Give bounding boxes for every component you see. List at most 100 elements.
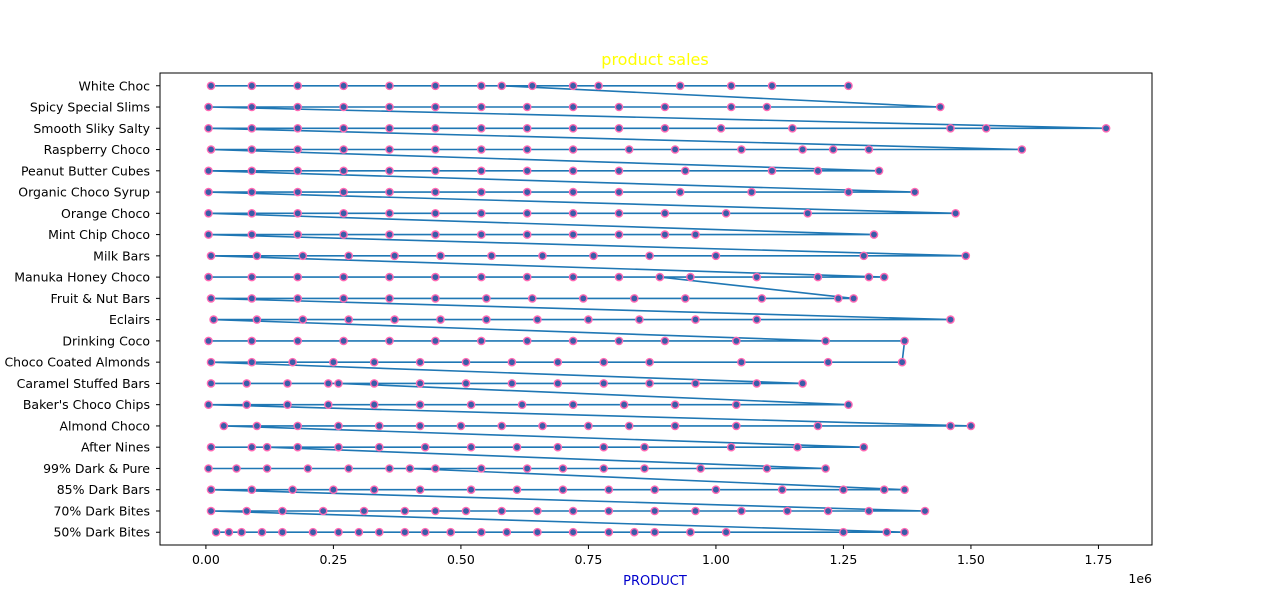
- data-point: [242, 400, 251, 410]
- data-point: [385, 272, 394, 282]
- data-point: [476, 230, 486, 239]
- data-point: [1017, 145, 1027, 154]
- data-point: [359, 506, 369, 516]
- data-point: [522, 230, 532, 239]
- data-point: [385, 208, 394, 218]
- data-point: [936, 102, 945, 112]
- data-point: [415, 379, 425, 388]
- data-point: [624, 421, 634, 431]
- y-tick-label: Fruit & Nut Bars: [51, 291, 150, 306]
- data-point: [436, 315, 445, 324]
- data-point: [374, 527, 384, 537]
- data-point: [721, 208, 731, 218]
- data-point: [318, 506, 328, 516]
- data-point: [568, 230, 578, 239]
- x-axis-label: PRODUCT: [623, 574, 687, 589]
- data-point: [599, 464, 609, 473]
- data-point: [823, 506, 833, 516]
- plot-area: [204, 81, 1111, 537]
- x-tick-label: 0.25: [319, 552, 347, 567]
- data-point: [476, 336, 486, 346]
- data-point: [204, 166, 213, 176]
- data-point: [660, 208, 670, 218]
- data-point: [900, 527, 909, 537]
- data-point: [946, 124, 955, 133]
- data-point: [823, 357, 833, 367]
- data-point: [691, 506, 700, 516]
- data-point: [711, 251, 721, 261]
- x-tick-label: 0.75: [574, 552, 602, 567]
- data-point: [614, 166, 624, 176]
- data-point: [645, 379, 654, 388]
- x-tick-label: 0.50: [447, 552, 475, 567]
- data-point: [293, 145, 303, 154]
- data-point: [339, 230, 348, 239]
- data-point: [752, 272, 762, 282]
- data-point: [834, 294, 843, 303]
- data-point: [288, 485, 297, 495]
- data-point: [686, 272, 695, 282]
- data-point: [533, 527, 542, 537]
- data-point: [252, 315, 262, 324]
- data-point: [420, 527, 430, 537]
- data-point: [420, 442, 430, 452]
- data-point: [675, 187, 685, 197]
- data-point: [369, 485, 379, 495]
- data-point: [339, 336, 348, 346]
- data-point: [431, 81, 440, 91]
- y-tick-label: 85% Dark Bars: [57, 482, 150, 497]
- x-tick-label: 1.50: [957, 552, 985, 567]
- data-point: [278, 506, 287, 516]
- data-point: [206, 357, 216, 367]
- data-point: [721, 527, 731, 537]
- data-point: [369, 357, 379, 367]
- data-point: [303, 464, 313, 473]
- data-point: [206, 442, 216, 452]
- data-point: [788, 124, 797, 133]
- data-point: [568, 400, 578, 410]
- data-point: [859, 442, 869, 452]
- data-point: [339, 124, 348, 133]
- x-tick-label: 1.25: [830, 552, 858, 567]
- data-point: [522, 272, 532, 282]
- data-point: [247, 230, 257, 239]
- data-point: [247, 145, 257, 154]
- data-point: [293, 442, 303, 452]
- data-point: [431, 187, 440, 197]
- plot-frame: [159, 72, 1153, 546]
- data-point: [204, 230, 213, 239]
- data-point: [522, 336, 532, 346]
- data-point: [204, 208, 213, 218]
- data-point: [553, 442, 563, 452]
- data-point: [650, 485, 660, 495]
- data-point: [247, 357, 257, 367]
- data-point: [732, 421, 741, 431]
- data-point: [476, 187, 486, 197]
- data-point: [670, 400, 680, 410]
- data-point: [431, 208, 440, 218]
- data-point: [247, 187, 257, 197]
- data-point: [232, 464, 241, 473]
- y-tick-label: Mint Chip Choco: [48, 227, 150, 242]
- data-point: [528, 294, 537, 303]
- data-point: [204, 187, 213, 197]
- y-tick-label: 70% Dark Bites: [53, 503, 150, 518]
- data-point: [813, 421, 823, 431]
- data-point: [821, 464, 830, 473]
- data-point: [390, 315, 399, 324]
- data-point: [308, 527, 318, 537]
- data-point: [344, 464, 354, 473]
- data-point: [385, 145, 394, 154]
- data-point: [614, 102, 624, 112]
- data-point: [660, 230, 670, 239]
- data-point: [726, 442, 736, 452]
- x-tick-label: 1.75: [1085, 552, 1113, 567]
- data-point: [247, 81, 257, 91]
- data-point: [461, 379, 471, 388]
- data-point: [476, 527, 486, 537]
- data-point: [670, 145, 680, 154]
- data-point: [538, 421, 547, 431]
- data-point: [645, 357, 654, 367]
- data-point: [813, 272, 823, 282]
- data-point: [783, 506, 792, 516]
